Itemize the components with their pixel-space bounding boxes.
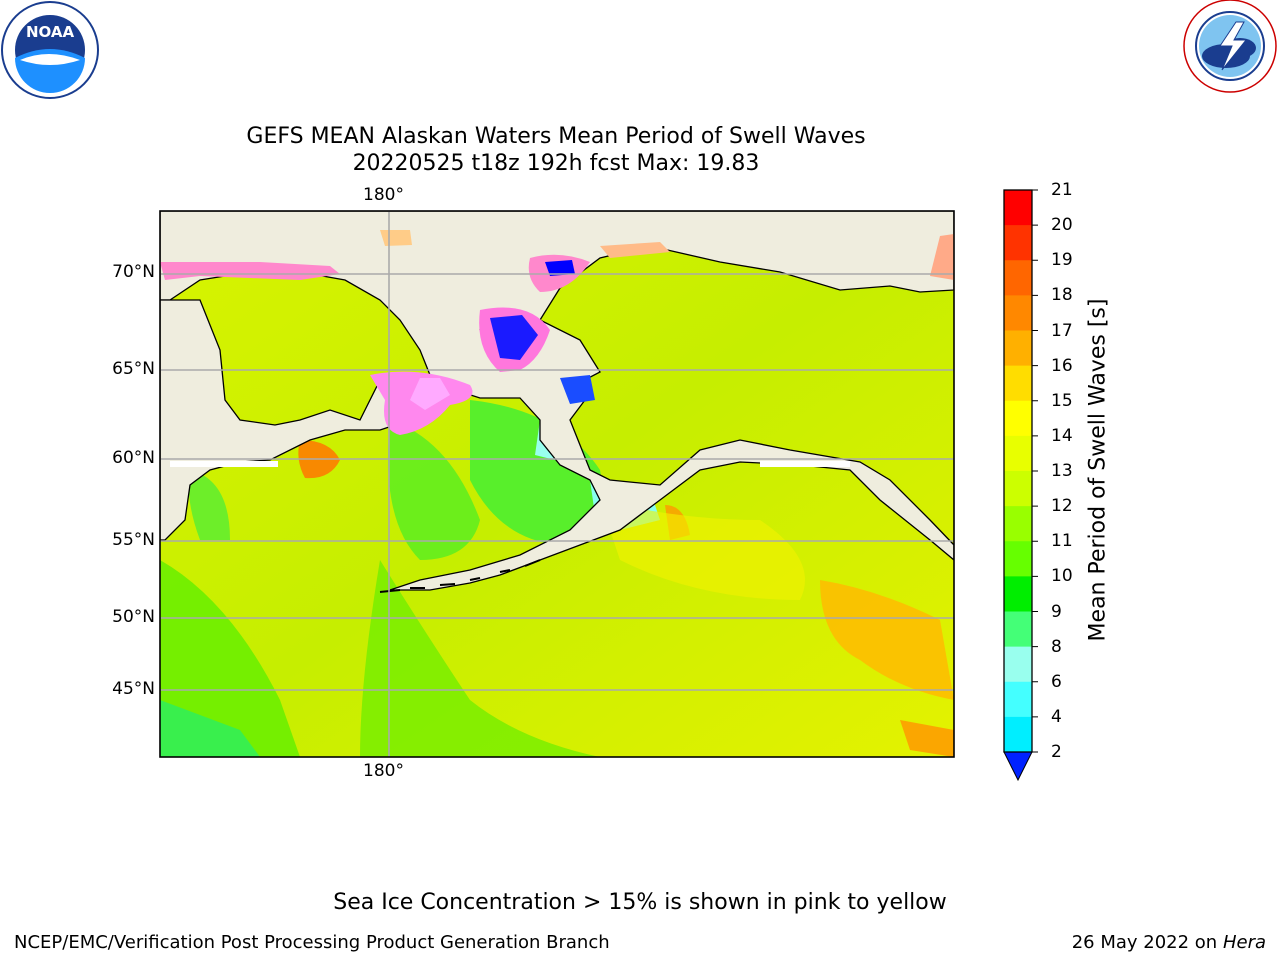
colorbar-tick-label: 17: [1051, 320, 1073, 341]
colorbar-segment: [1004, 400, 1032, 437]
colorbar-segment: [1004, 646, 1032, 683]
sea-ice-wrangel: [380, 230, 412, 246]
colorbar-segment: [1004, 716, 1032, 753]
swell-zone-orange-corner: [900, 720, 954, 757]
masked-strip-west: [170, 461, 278, 467]
sea-ice-chukchi-w: [160, 262, 340, 280]
colorbar-tick-label: 2: [1051, 742, 1062, 762]
colorbar-tick-label: 21: [1051, 180, 1073, 200]
footer-date: 26 May 2022 on Hera: [1072, 932, 1266, 953]
lat-label-70: 70°N: [112, 262, 155, 282]
fast-ice-norton: [560, 375, 595, 404]
footer-machine: Hera: [1222, 932, 1266, 953]
colorbar-tick-label: 8: [1051, 636, 1062, 657]
colorbar-tick-label: 11: [1051, 531, 1073, 552]
fast-ice-beaufort: [545, 260, 575, 276]
nws-logo: [1183, 0, 1277, 93]
gridlines: [160, 211, 954, 757]
footer-date-text: 26 May 2022 on: [1071, 932, 1218, 953]
colorbar-tick-label: 20: [1051, 215, 1073, 236]
swell-zone-orange-se: [820, 580, 954, 700]
fast-ice-kotzebue: [490, 315, 538, 360]
sea-ice-beaufort-e: [600, 242, 670, 258]
swell-zone-green-kamchatka: [188, 470, 230, 540]
colorbar-tick-label: 13: [1051, 461, 1073, 481]
colorbar-tick-label: 16: [1051, 355, 1073, 376]
colorbar-tick-label: 15: [1051, 390, 1073, 411]
aleutian-islands: [379, 559, 541, 593]
swell-zone-green-sw: [160, 560, 300, 757]
colorbar-segment: [1004, 330, 1032, 367]
sea-ice-anadyr-inner: [410, 378, 450, 410]
colorbar-segment: [1004, 576, 1032, 612]
masked-strip-east: [760, 461, 850, 467]
colorbar-segment: [1004, 541, 1032, 577]
lat-label-50: 50°N: [112, 607, 155, 627]
colorbar-tick-label: 14: [1051, 425, 1073, 446]
colorbar-segment: [1004, 471, 1032, 507]
colorbar-tick-label: 9: [1051, 601, 1062, 622]
colorbar-title: Mean Period of Swell Waves [s]: [1085, 298, 1111, 642]
colorbar-segment: [1004, 506, 1032, 542]
swell-zone-green-central: [360, 560, 600, 757]
colorbar-tick-label: 19: [1051, 250, 1073, 271]
sea-ice-ne: [930, 234, 954, 280]
chart-title-line1: GEFS MEAN Alaskan Waters Mean Period of …: [246, 124, 866, 149]
colorbar-tick-label: 4: [1051, 706, 1062, 727]
map-field: [160, 211, 954, 757]
noaa-logo: NOAA: [1, 1, 99, 99]
colorbar-tick-label: 10: [1051, 566, 1073, 587]
colorbar-segment: [1004, 681, 1032, 718]
colorbar-tick-label: 6: [1051, 671, 1062, 692]
colorbar-segment: [1004, 365, 1032, 402]
chart-title-line2: 20220525 t18z 192h fcst Max: 19.83: [352, 151, 760, 176]
swell-zone-green-bering-w: [388, 420, 480, 560]
footer-credit: NCEP/EMC/Verification Post Processing Pr…: [14, 932, 610, 953]
swell-zone-green-bering-e: [470, 400, 602, 545]
map-frame: [159, 210, 955, 758]
colorbar-segment: [1004, 260, 1032, 296]
lat-label-65: 65°N: [112, 359, 155, 379]
swell-zone-green-dark: [160, 700, 260, 757]
colorbar-segment: [1004, 611, 1032, 648]
colorbar-segment: [1004, 295, 1032, 331]
lon-label-top: 180°: [363, 185, 404, 205]
colorbar-segment: [1004, 190, 1032, 226]
lat-label-55: 55°N: [112, 530, 155, 550]
lat-label-45: 45°N: [112, 679, 155, 699]
colorbar-segment: [1004, 435, 1032, 472]
sea-ice-note: Sea Ice Concentration > 15% is shown in …: [333, 890, 947, 915]
colorbar-extend-arrow: [1003, 751, 1033, 782]
lon-label-bottom: 180°: [363, 761, 404, 781]
swell-zone-yellow-goa: [600, 500, 805, 600]
colorbar-tick-label: 18: [1051, 285, 1073, 306]
noaa-logo-text: NOAA: [26, 23, 75, 41]
colorbar: [1003, 189, 1038, 782]
lat-label-60: 60°N: [112, 448, 155, 468]
colorbar-segment: [1004, 225, 1032, 261]
colorbar-tick-label: 12: [1051, 496, 1073, 517]
